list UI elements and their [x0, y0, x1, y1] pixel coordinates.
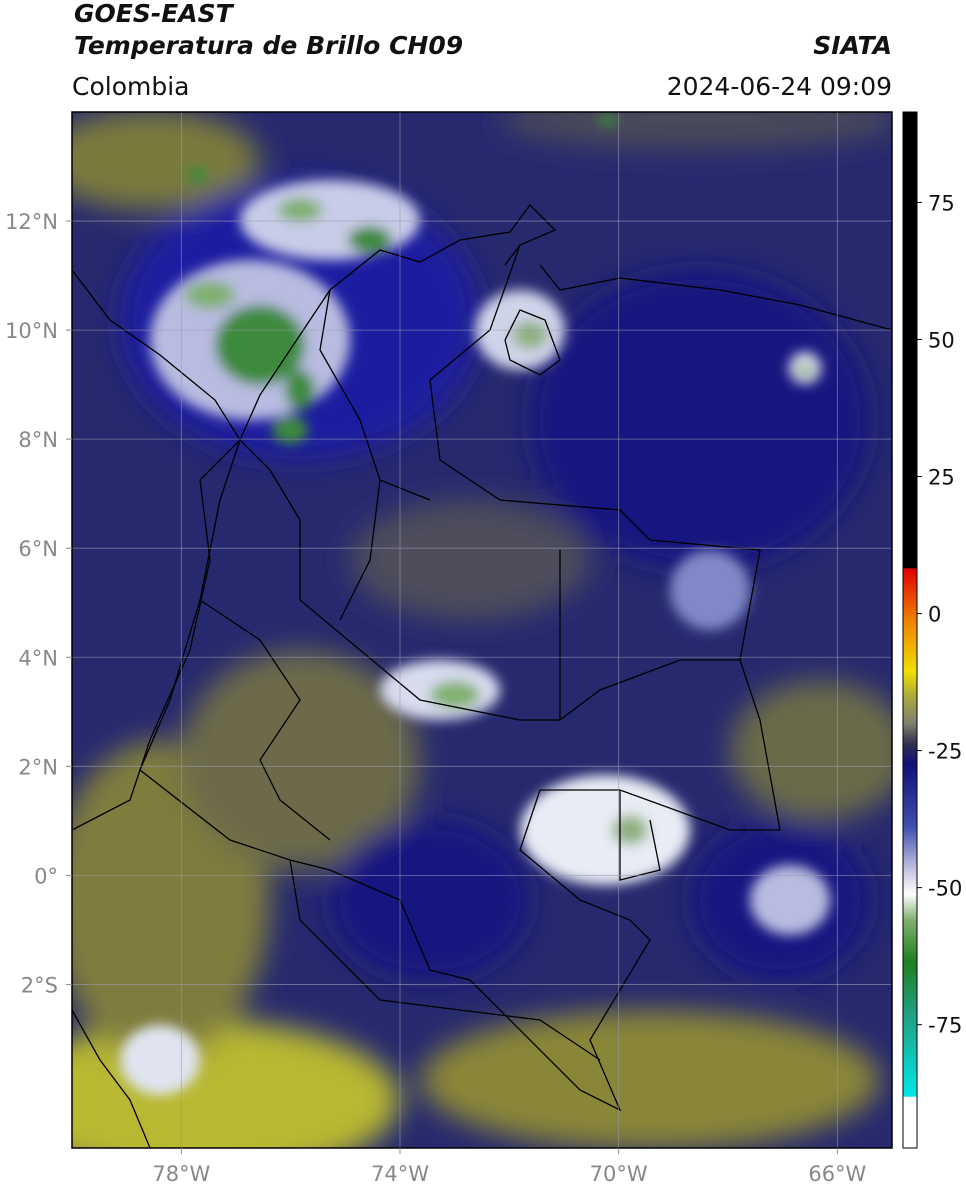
datetime: 2024-06-24 09:09 — [667, 72, 892, 101]
source: SIATA — [813, 31, 892, 60]
colorbar-tick-label: -50 — [928, 877, 962, 901]
region: Colombia — [72, 72, 189, 101]
x-tick-label: 70°W — [590, 1162, 648, 1186]
graticule — [72, 112, 892, 1148]
y-tick-label: 2°N — [18, 755, 58, 779]
colorbar-tick-label: 0 — [928, 603, 941, 627]
boundaries — [72, 204, 892, 1148]
x-tick-label: 78°W — [152, 1162, 210, 1186]
y-tick-label: 2°S — [21, 973, 58, 997]
y-tick-label: 8°N — [18, 428, 58, 452]
colorbar-tick-label: 75 — [928, 191, 955, 215]
colorbar-tick-label: 50 — [928, 328, 955, 352]
y-tick-label: 6°N — [18, 537, 58, 561]
plot-frame — [71, 111, 893, 1149]
x-tick-label: 66°W — [808, 1162, 866, 1186]
colorbar — [902, 111, 918, 1149]
x-tick-label: 74°W — [371, 1162, 429, 1186]
y-tick-label: 10°N — [5, 319, 58, 343]
y-tick-label: 4°N — [18, 646, 58, 670]
satellite-image — [72, 112, 892, 1148]
colorbar-tick-label: 25 — [928, 466, 955, 490]
y-tick-label: 0° — [34, 864, 58, 888]
colorbar-tick-label: -75 — [928, 1014, 962, 1038]
y-tick-label: 12°N — [5, 210, 58, 234]
colorbar-tick-label: -25 — [928, 740, 962, 764]
subtitle: Temperatura de Brillo CH09 — [74, 31, 463, 60]
title: GOES-EAST — [74, 0, 235, 28]
